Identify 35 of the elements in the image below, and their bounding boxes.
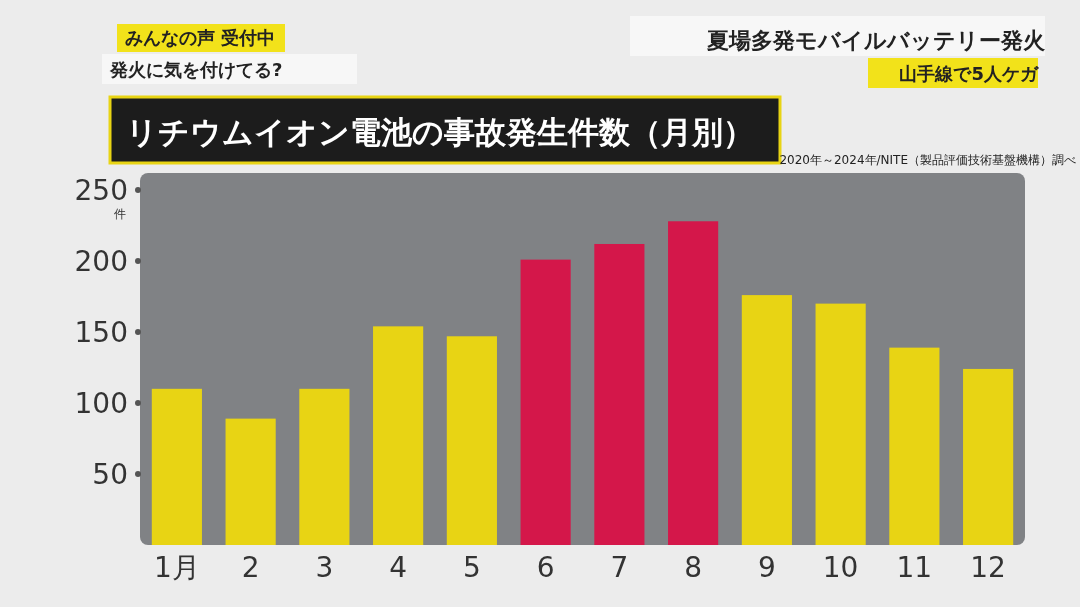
y-tick-label: 50 [92, 458, 128, 492]
text: 夏場多発モバイルバッテリー発火 [706, 28, 1046, 53]
text: 発火に気を付けてる? [109, 59, 283, 80]
x-tick-label: 8 [684, 551, 703, 584]
bar [151, 388, 202, 545]
text: みんなの声 受付中 [125, 27, 276, 48]
x-tick-label: 10 [822, 551, 859, 584]
y-tick-label: 100 [74, 387, 128, 421]
bar [815, 303, 866, 545]
chart-title: リチウムイオン電池の事故発生件数（月別） [126, 114, 754, 150]
bar [225, 418, 276, 545]
x-tick-label: 6 [536, 551, 555, 584]
y-tick-label: 250 [74, 174, 128, 208]
y-tick-label: 200 [74, 245, 128, 279]
y-tick-label: 150 [74, 316, 128, 350]
x-tick-label: 2 [241, 551, 260, 584]
y-axis-title: 件 [114, 207, 126, 222]
bar [520, 259, 571, 545]
bar [373, 326, 424, 545]
x-tick-label: 1月 [153, 551, 200, 584]
bar [963, 368, 1014, 545]
x-tick-label: 11 [896, 551, 933, 584]
x-tick-label: 12 [970, 551, 1006, 584]
bar [668, 221, 719, 545]
x-tick-label: 4 [389, 551, 408, 584]
x-tick-label: 3 [315, 551, 334, 584]
text: 山手線で5人ケガ [899, 63, 1040, 84]
x-tick-label: 7 [610, 551, 629, 584]
bar [446, 336, 497, 545]
bar [594, 243, 645, 545]
x-tick-label: 9 [757, 551, 776, 584]
x-tick-label: 5 [462, 551, 481, 584]
bar [741, 295, 792, 545]
bar [889, 347, 940, 545]
bar [299, 388, 350, 545]
